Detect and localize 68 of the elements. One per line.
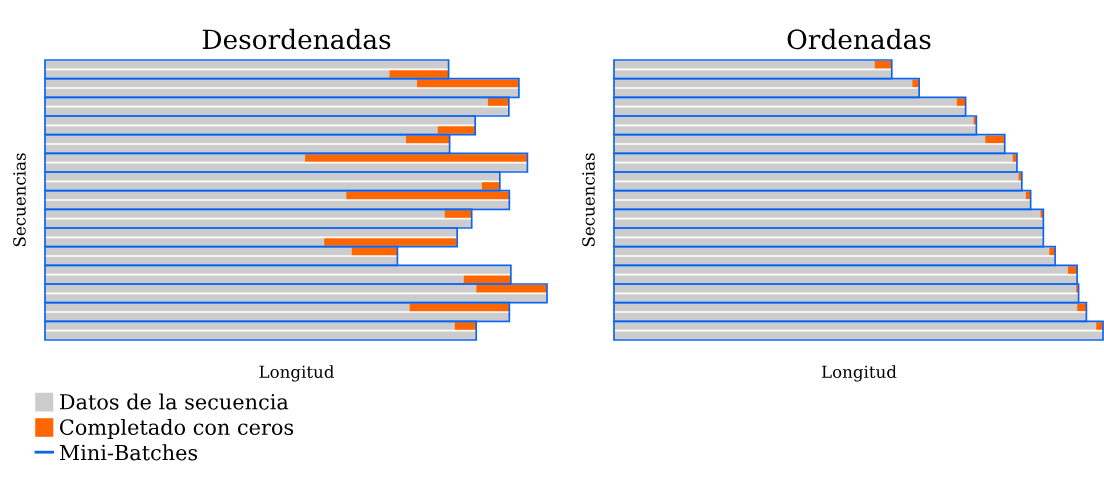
bar xyxy=(454,322,477,330)
bar xyxy=(45,266,511,274)
bar xyxy=(45,322,455,330)
bar xyxy=(389,70,449,78)
bar xyxy=(614,238,1044,246)
bar xyxy=(45,70,390,78)
bar xyxy=(45,98,488,106)
bar xyxy=(614,228,1044,237)
bar xyxy=(45,238,325,246)
bar xyxy=(614,275,1078,284)
bar xyxy=(614,98,957,106)
chart-title: Ordenadas xyxy=(787,28,931,50)
bar xyxy=(614,172,1019,181)
bar xyxy=(305,154,528,162)
bar xyxy=(614,322,1097,330)
bar xyxy=(45,154,306,162)
legend-label: Datos de la secuencia xyxy=(60,393,289,410)
bar xyxy=(45,331,476,340)
bar xyxy=(614,219,1044,228)
bar xyxy=(614,331,1104,340)
bar xyxy=(481,182,500,190)
bar xyxy=(45,172,500,181)
bar xyxy=(614,154,1013,162)
bar xyxy=(45,275,464,284)
x-axis-title: Longitud xyxy=(821,365,897,382)
bar xyxy=(487,98,509,106)
chart-title: Desordenadas xyxy=(202,28,391,50)
bar xyxy=(45,107,509,116)
bar xyxy=(476,284,547,293)
bar xyxy=(405,135,450,144)
bar xyxy=(45,126,438,134)
bar xyxy=(45,284,477,293)
bar xyxy=(614,163,1017,172)
bar xyxy=(1040,210,1044,218)
bar xyxy=(614,294,1079,302)
bar xyxy=(614,88,920,97)
bar xyxy=(973,116,977,125)
bar xyxy=(45,210,445,218)
bar xyxy=(614,284,1077,293)
bar xyxy=(45,228,458,237)
bar xyxy=(614,135,986,144)
bar xyxy=(614,70,892,78)
bar xyxy=(45,88,519,97)
bar xyxy=(45,182,482,190)
bar xyxy=(437,126,476,134)
bar xyxy=(614,60,875,69)
bar xyxy=(614,210,1041,218)
bar xyxy=(614,107,966,116)
bar xyxy=(614,182,1022,190)
bar xyxy=(614,266,1068,274)
bar xyxy=(45,116,476,125)
bar xyxy=(45,144,450,153)
text: Mini-Batches xyxy=(59,444,198,461)
bar xyxy=(444,210,472,218)
bar xyxy=(614,126,977,134)
bar xyxy=(614,116,974,125)
y-axis-title: Secuencias xyxy=(13,153,26,247)
x-axis-title: Longitud xyxy=(259,365,334,382)
bar xyxy=(45,163,528,172)
bar xyxy=(45,135,406,144)
bar xyxy=(324,238,457,246)
bar xyxy=(45,219,472,228)
bar xyxy=(614,144,1005,153)
bar xyxy=(45,294,547,302)
y-axis-title: Secuencias xyxy=(582,153,595,247)
bar xyxy=(45,60,449,69)
legend-label: Completado con ceros xyxy=(60,418,294,440)
bar xyxy=(1067,266,1078,274)
